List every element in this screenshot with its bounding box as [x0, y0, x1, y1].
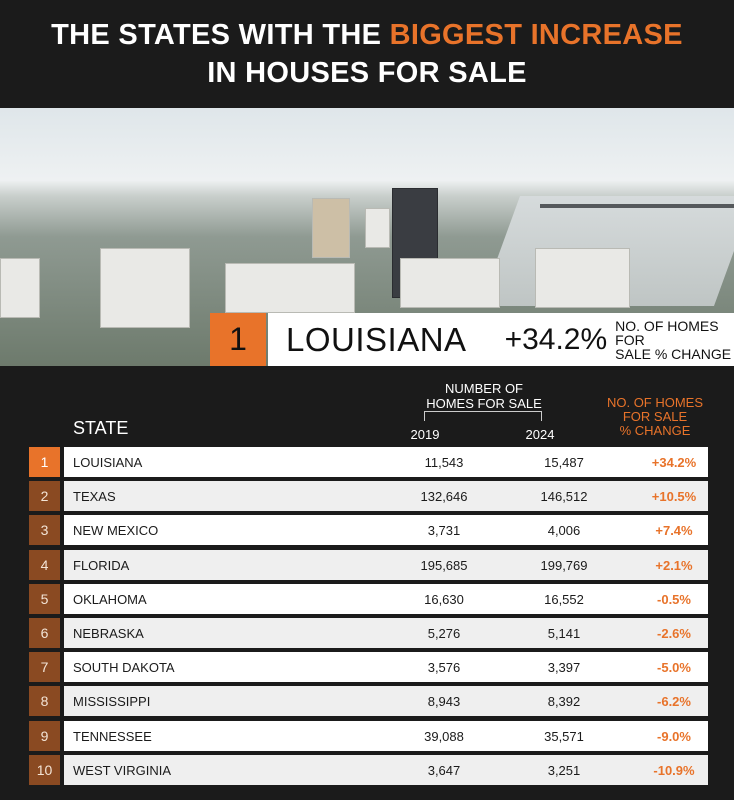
cell-change: +2.1% — [655, 557, 693, 573]
cell-2019: 16,630 — [424, 591, 464, 607]
cell-2024: 3,397 — [547, 660, 581, 676]
cell-change: -0.5% — [657, 591, 691, 607]
table-row: 7 SOUTH DAKOTA 3,576 3,397 -5.0% — [29, 652, 708, 683]
rank-badge: 1 — [29, 447, 60, 477]
cell-2019: 195,685 — [420, 557, 468, 573]
row-cells: SOUTH DAKOTA 3,576 3,397 -5.0% — [64, 652, 708, 683]
cell-2019: 39,088 — [424, 728, 464, 744]
table-row: 8 MISSISSIPPI 8,943 8,392 -6.2% — [29, 686, 708, 717]
building — [535, 248, 630, 308]
row-cells: NEBRASKA 5,276 5,141 -2.6% — [64, 618, 708, 648]
cell-change: -9.0% — [657, 728, 691, 744]
header-state: STATE — [73, 418, 129, 438]
building — [100, 248, 190, 328]
cell-change: -2.6% — [657, 626, 691, 641]
cell-2024: 4,006 — [547, 523, 581, 539]
cell-2024: 35,571 — [544, 728, 584, 744]
rank-badge: 7 — [29, 652, 60, 683]
title-highlight: BIGGEST INCREASE — [389, 19, 683, 51]
rank-badge: 4 — [29, 549, 60, 580]
cell-2019: 5,276 — [427, 626, 461, 641]
table-row: 9 TENNESSEE 39,088 35,571 -9.0% — [29, 720, 708, 751]
cell-state: FLORIDA — [73, 557, 130, 573]
rank-badge: 10 — [29, 754, 60, 785]
row-cells: OKLAHOMA 16,630 16,552 -0.5% — [64, 583, 708, 614]
rank-badge: 6 — [29, 618, 60, 648]
cell-change: -6.2% — [657, 694, 691, 710]
banner-change: +34.2% — [504, 322, 608, 356]
cell-2019: 3,576 — [427, 660, 461, 676]
cell-2019: 11,543 — [424, 455, 464, 470]
rank-badge: 5 — [29, 583, 60, 614]
cell-2019: 132,646 — [420, 489, 468, 505]
header-2019: 2019 — [410, 427, 440, 442]
row-cells: NEW MEXICO 3,731 4,006 +7.4% — [64, 515, 708, 546]
cell-state: NEW MEXICO — [73, 523, 159, 539]
cell-change: +34.2% — [651, 455, 697, 470]
header-2024: 2024 — [525, 427, 555, 442]
cell-2024: 199,769 — [540, 557, 588, 573]
cell-2019: 3,731 — [427, 523, 461, 539]
row-cells: TENNESSEE 39,088 35,571 -9.0% — [64, 720, 708, 751]
cell-2024: 8,392 — [547, 694, 581, 710]
row-cells: FLORIDA 195,685 199,769 +2.1% — [64, 549, 708, 580]
cell-change: +10.5% — [651, 489, 697, 505]
title-line-2: IN HOUSES FOR SALE — [207, 57, 527, 89]
cell-change: -10.9% — [653, 762, 695, 778]
banner-label: NO. OF HOMES FOR SALE % CHANGE — [615, 317, 732, 362]
cell-state: WEST VIRGINIA — [73, 762, 171, 778]
cell-2024: 16,552 — [544, 591, 584, 607]
bridge — [540, 204, 734, 208]
header: THE STATES WITH THE BIGGEST INCREASE IN … — [0, 0, 734, 108]
rank-badge: 3 — [29, 515, 60, 546]
cell-2024: 5,141 — [547, 626, 581, 641]
header-group: NUMBER OF HOMES FOR SALE — [426, 381, 542, 411]
table-row: 5 OKLAHOMA 16,630 16,552 -0.5% — [29, 583, 708, 614]
table-row: 4 FLORIDA 195,685 199,769 +2.1% — [29, 549, 708, 580]
cell-state: SOUTH DAKOTA — [73, 660, 175, 676]
building — [400, 258, 500, 308]
cell-state: OKLAHOMA — [73, 591, 147, 607]
cell-2019: 3,647 — [427, 762, 461, 778]
banner-rank: 1 — [210, 313, 266, 366]
rank-badge: 8 — [29, 686, 60, 717]
banner: LOUISIANA +34.2% NO. OF HOMES FOR SALE % … — [268, 313, 734, 366]
row-cells: TEXAS 132,646 146,512 +10.5% — [64, 481, 708, 512]
cell-2024: 146,512 — [540, 489, 588, 505]
table-row: 1 LOUISIANA 11,543 15,487 +34.2% — [29, 447, 708, 477]
group-bracket — [424, 411, 542, 421]
row-cells: LOUISIANA 11,543 15,487 +34.2% — [64, 447, 708, 477]
building — [312, 198, 350, 258]
cell-2024: 3,251 — [547, 762, 581, 778]
cell-state: TEXAS — [73, 489, 116, 505]
building — [365, 208, 390, 248]
title-line-1: THE STATES WITH THE BIGGEST INCREASE — [51, 19, 683, 51]
header-change: NO. OF HOMES FOR SALE% CHANGE — [606, 395, 704, 438]
cell-change: -5.0% — [657, 660, 691, 676]
cell-2019: 8,943 — [427, 694, 461, 710]
cell-2024: 15,487 — [544, 455, 584, 470]
table-row: 2 TEXAS 132,646 146,512 +10.5% — [29, 481, 708, 512]
row-cells: MISSISSIPPI 8,943 8,392 -6.2% — [64, 686, 708, 717]
cell-state: TENNESSEE — [73, 728, 152, 744]
banner-state: LOUISIANA — [286, 320, 467, 358]
rank-badge: 9 — [29, 720, 60, 751]
building — [0, 258, 40, 318]
table-row: 6 NEBRASKA 5,276 5,141 -2.6% — [29, 618, 708, 648]
row-cells: WEST VIRGINIA 3,647 3,251 -10.9% — [64, 754, 708, 785]
table-row: 3 NEW MEXICO 3,731 4,006 +7.4% — [29, 515, 708, 546]
cell-state: MISSISSIPPI — [73, 694, 151, 710]
cell-state: LOUISIANA — [73, 455, 143, 470]
rank-badge: 2 — [29, 481, 60, 512]
table-row: 10 WEST VIRGINIA 3,647 3,251 -10.9% — [29, 754, 708, 785]
cell-change: +7.4% — [655, 523, 693, 539]
building — [225, 263, 355, 313]
cell-state: NEBRASKA — [73, 626, 144, 641]
